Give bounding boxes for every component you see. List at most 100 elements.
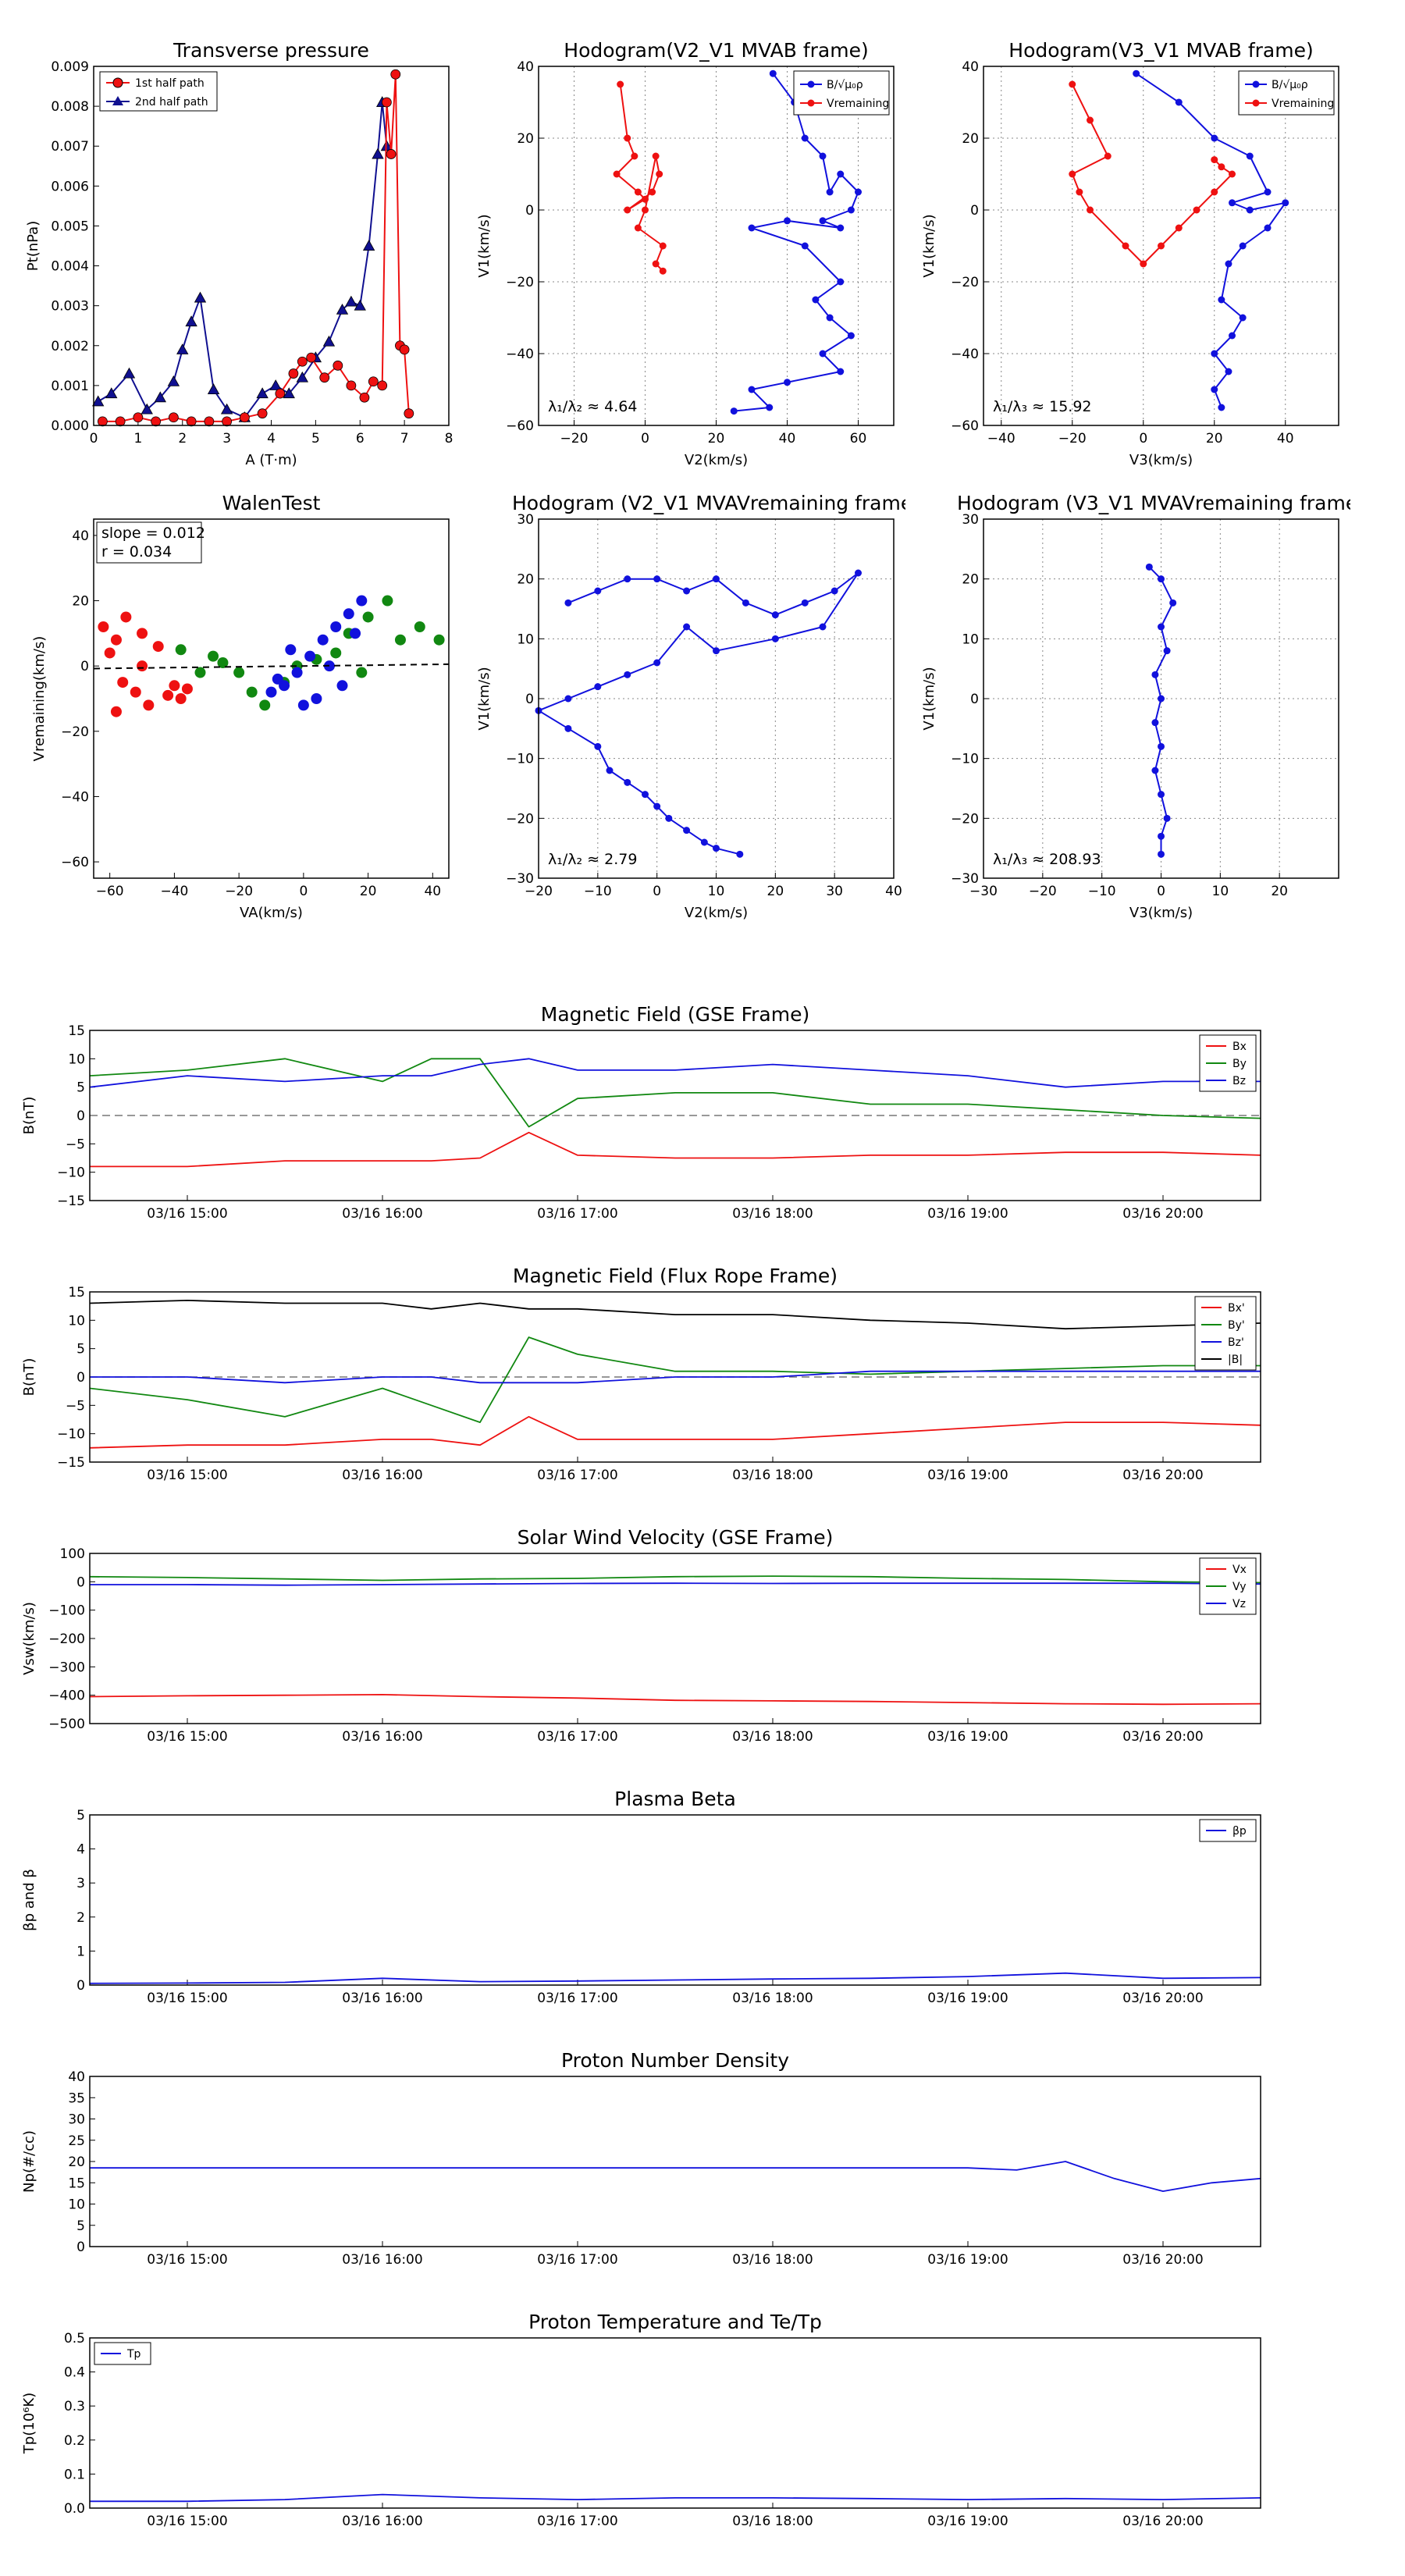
y-tick-label: 30	[517, 512, 534, 528]
point-2nd-half	[336, 303, 349, 315]
x-tick-label: 03/16 16:00	[342, 1729, 422, 1745]
y-axis-label: V1(km/s)	[921, 667, 937, 730]
series-line-1	[89, 1415, 1261, 1449]
hodogram-point-2	[659, 242, 667, 250]
x-tick-label: 03/16 17:00	[537, 2252, 617, 2268]
series-line-1st-half	[102, 73, 410, 422]
walen-point-red	[110, 706, 122, 717]
hodogram-point-1	[826, 188, 834, 196]
x-tick-label: 40	[779, 431, 796, 447]
point-1st-half	[386, 149, 397, 159]
hodogram-point-1	[771, 611, 779, 619]
x-tick-label: 6	[356, 431, 365, 447]
x-tick-label: 3	[222, 431, 231, 447]
x-tick-label: 10	[1212, 884, 1229, 899]
eigenvalue-ratio: λ₁/λ₂ ≈ 2.79	[548, 851, 637, 868]
magnetic-field-flux-rope-chart: Magnetic Field (Flux Rope Frame) 03/16 15…	[16, 1261, 1343, 1518]
proton-temperature-chart: Proton Temperature and Te/Tp 03/16 15:00 0…	[16, 2307, 1343, 2564]
chart-title: Transverse pressure	[173, 39, 369, 62]
x-tick-label: 8	[445, 431, 454, 447]
walen-point-red	[181, 683, 193, 695]
y-tick-label: 0.002	[51, 339, 89, 354]
x-tick-label: 03/16 19:00	[927, 1729, 1008, 1745]
y-tick-label: 0	[80, 659, 89, 674]
x-tick-label: 03/16 17:00	[537, 1991, 617, 2006]
hodogram-point-1	[1229, 199, 1236, 207]
hodogram-point-2	[1087, 206, 1094, 214]
x-tick-label: 0	[641, 431, 649, 447]
hodogram-point-1	[1246, 152, 1254, 160]
walen-point-red	[137, 660, 148, 672]
y-tick-label: −60	[506, 418, 534, 434]
hodogram-point-2	[613, 170, 621, 178]
x-tick-label: −20	[1058, 431, 1087, 447]
plot-frame	[89, 2337, 1261, 2509]
chart-title: Hodogram (V2_V1 MVAVremaining frame)	[512, 492, 905, 514]
x-tick-label: 0	[1139, 431, 1147, 447]
hodogram-line-1	[1148, 566, 1174, 855]
y-tick-label: 15	[68, 1023, 85, 1039]
point-2nd-half	[123, 367, 136, 379]
point-1st-half	[239, 412, 250, 423]
hodogram-point-1	[1225, 368, 1232, 375]
y-tick-label: −10	[951, 752, 979, 767]
series-line-1	[90, 2493, 1261, 2503]
walen-point-red	[130, 686, 141, 698]
point-2nd-half	[269, 379, 282, 390]
hodogram-point-1	[736, 850, 744, 858]
x-tick-label: 0	[653, 884, 661, 899]
legend-marker-b	[1252, 80, 1260, 88]
y-tick-label: 20	[517, 131, 534, 147]
walen-point-green	[259, 699, 271, 711]
hodogram-point-1	[748, 224, 756, 232]
x-tick-label: 03/16 20:00	[1122, 1729, 1203, 1745]
walen-point-green	[175, 644, 187, 656]
chart-title: Magnetic Field (Flux Rope Frame)	[513, 1265, 838, 1287]
point-2nd-half	[185, 315, 197, 327]
hodogram-point-1	[1158, 695, 1165, 703]
y-tick-label: −20	[506, 811, 534, 827]
point-1st-half	[133, 412, 144, 423]
point-1st-half	[368, 376, 379, 387]
hodogram-point-1	[766, 404, 774, 411]
legend-label-3: Bz'	[1228, 1336, 1244, 1349]
x-tick-label: 40	[1277, 431, 1294, 447]
point-2nd-half	[345, 295, 357, 307]
hodogram-point-1	[653, 575, 661, 583]
x-tick-label: 0	[90, 431, 98, 447]
hodogram-point-1	[624, 575, 631, 583]
hodogram-point-1	[713, 647, 720, 655]
hodogram-point-1	[594, 587, 602, 595]
y-tick-label: −20	[61, 724, 89, 740]
x-axis-label: V3(km/s)	[1129, 452, 1193, 468]
y-tick-label: 0.006	[51, 179, 89, 194]
legend-box	[793, 70, 890, 116]
x-tick-label: 03/16 15:00	[147, 1468, 227, 1483]
y-tick-label: −500	[48, 1717, 85, 1732]
hodogram-v3-v1-mvab-chart: Hodogram(V3_V1 MVAB frame) −40 −20 0 20 40 −60…	[913, 31, 1350, 476]
magnetic-field-gse-chart: Magnetic Field (GSE Frame) 03/16 15:00 03/…	[16, 999, 1343, 1257]
legend-label-b: B/√μ₀ρ	[827, 79, 863, 91]
walen-point-blue	[304, 650, 316, 662]
y-axis-label: Vsw(km/s)	[21, 1602, 37, 1675]
y-tick-label: 15	[68, 2176, 85, 2191]
hodogram-point-2	[1158, 242, 1165, 250]
hodogram-line-1	[1136, 73, 1286, 408]
hodogram-point-1	[713, 845, 720, 852]
plot-frame	[89, 1814, 1261, 1986]
y-tick-label: 0	[525, 203, 534, 219]
hodogram-point-2	[1175, 224, 1183, 232]
x-tick-label: 03/16 15:00	[147, 1991, 227, 2006]
y-tick-label: 10	[962, 632, 979, 647]
y-tick-label: 0.2	[64, 2433, 85, 2449]
hodogram-point-1	[564, 724, 572, 732]
x-tick-label: −60	[96, 884, 124, 899]
point-2nd-half	[176, 343, 189, 354]
point-1st-half	[381, 97, 392, 108]
hodogram-point-1	[769, 69, 777, 77]
x-tick-label: 03/16 16:00	[342, 2514, 422, 2529]
y-axis-label: Vremaining(km/s)	[31, 636, 48, 762]
x-tick-label: 7	[400, 431, 409, 447]
x-tick-label: 5	[311, 431, 320, 447]
point-2nd-half	[322, 335, 336, 347]
